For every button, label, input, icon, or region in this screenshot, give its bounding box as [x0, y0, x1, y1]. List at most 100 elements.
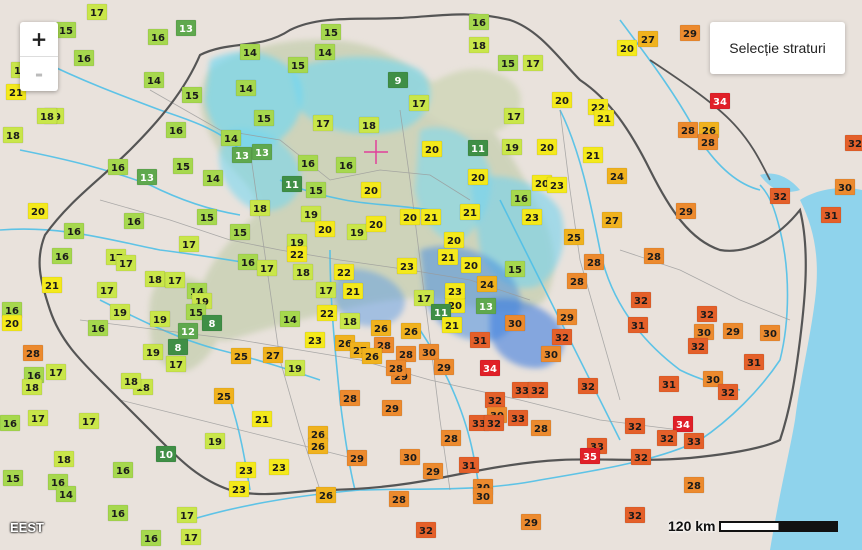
station-marker[interactable]: 23: [396, 257, 418, 275]
station-marker[interactable]: 27: [637, 30, 659, 48]
station-marker[interactable]: 21: [459, 203, 481, 221]
station-marker[interactable]: 32: [624, 506, 646, 524]
station-marker[interactable]: 18: [249, 199, 271, 217]
station-marker[interactable]: 14: [202, 169, 224, 187]
station-marker[interactable]: 27: [601, 211, 623, 229]
station-marker[interactable]: 17: [312, 114, 334, 132]
station-marker[interactable]: 28: [388, 490, 410, 508]
station-marker[interactable]: 21: [437, 248, 459, 266]
station-marker[interactable]: 25: [213, 387, 235, 405]
station-marker[interactable]: 16: [87, 319, 109, 337]
station-marker[interactable]: 28: [683, 476, 705, 494]
station-marker[interactable]: 21: [582, 146, 604, 164]
station-marker[interactable]: 13: [475, 297, 497, 315]
station-marker[interactable]: 18: [36, 107, 58, 125]
station-marker[interactable]: 16: [107, 504, 129, 522]
station-marker[interactable]: 22: [316, 304, 338, 322]
station-marker[interactable]: 32: [630, 448, 652, 466]
station-marker[interactable]: 13: [251, 143, 273, 161]
station-marker[interactable]: 34: [709, 92, 731, 110]
station-marker[interactable]: 20: [460, 256, 482, 274]
station-marker[interactable]: 16: [165, 121, 187, 139]
station-marker[interactable]: 9: [387, 71, 409, 89]
station-marker[interactable]: 18: [468, 36, 490, 54]
station-marker[interactable]: 16: [123, 212, 145, 230]
station-marker[interactable]: 15: [229, 223, 251, 241]
station-marker[interactable]: 14: [279, 310, 301, 328]
station-marker[interactable]: 15: [320, 23, 342, 41]
station-marker[interactable]: 20: [399, 208, 421, 226]
station-marker[interactable]: 16: [107, 158, 129, 176]
station-marker[interactable]: 32: [696, 305, 718, 323]
station-marker[interactable]: 32: [551, 328, 573, 346]
station-marker[interactable]: 11: [430, 303, 452, 321]
station-marker[interactable]: 32: [630, 291, 652, 309]
station-marker[interactable]: 33: [683, 432, 705, 450]
station-marker[interactable]: 15: [287, 56, 309, 74]
station-marker[interactable]: 19: [300, 205, 322, 223]
station-marker[interactable]: 32: [687, 337, 709, 355]
station-marker[interactable]: 18: [339, 312, 361, 330]
station-marker[interactable]: 17: [315, 281, 337, 299]
station-marker[interactable]: 19: [284, 359, 306, 377]
station-marker[interactable]: 25: [563, 228, 585, 246]
station-marker[interactable]: 30: [399, 448, 421, 466]
station-marker[interactable]: 23: [228, 480, 250, 498]
station-marker[interactable]: 21: [251, 410, 273, 428]
station-marker[interactable]: 20: [536, 138, 558, 156]
station-marker[interactable]: 13: [231, 146, 253, 164]
station-marker[interactable]: 23: [268, 458, 290, 476]
station-marker[interactable]: 20: [365, 215, 387, 233]
station-marker[interactable]: 25: [230, 347, 252, 365]
station-marker[interactable]: 16: [237, 253, 259, 271]
station-marker[interactable]: 15: [172, 157, 194, 175]
station-marker[interactable]: 16: [51, 247, 73, 265]
station-marker[interactable]: 15: [2, 469, 24, 487]
station-marker[interactable]: 28: [697, 133, 719, 151]
station-marker[interactable]: 18: [358, 116, 380, 134]
station-marker[interactable]: 24: [606, 167, 628, 185]
station-marker[interactable]: 16: [112, 461, 134, 479]
station-marker[interactable]: 15: [55, 21, 77, 39]
station-marker[interactable]: 28: [440, 429, 462, 447]
station-marker[interactable]: 17: [27, 409, 49, 427]
station-marker[interactable]: 32: [527, 381, 549, 399]
station-marker[interactable]: 12: [177, 322, 199, 340]
station-marker[interactable]: 17: [96, 281, 118, 299]
station-marker[interactable]: 14: [55, 485, 77, 503]
station-marker[interactable]: 29: [556, 308, 578, 326]
station-marker[interactable]: 32: [483, 414, 505, 432]
station-marker[interactable]: 17: [178, 235, 200, 253]
station-marker[interactable]: 27: [262, 346, 284, 364]
zoom-in-button[interactable]: +: [20, 22, 58, 57]
station-marker[interactable]: 28: [22, 344, 44, 362]
station-marker[interactable]: 31: [820, 206, 842, 224]
station-marker[interactable]: 32: [624, 417, 646, 435]
station-marker[interactable]: 17: [180, 528, 202, 546]
station-marker[interactable]: 35: [579, 447, 601, 465]
station-marker[interactable]: 26: [307, 437, 329, 455]
station-marker[interactable]: 31: [469, 331, 491, 349]
station-marker[interactable]: 21: [420, 208, 442, 226]
station-marker[interactable]: 28: [530, 419, 552, 437]
station-marker[interactable]: 30: [472, 487, 494, 505]
station-marker[interactable]: 14: [220, 129, 242, 147]
station-marker[interactable]: 32: [656, 429, 678, 447]
station-marker[interactable]: 19: [142, 343, 164, 361]
station-marker[interactable]: 19: [204, 432, 226, 450]
station-marker[interactable]: 17: [176, 506, 198, 524]
station-marker[interactable]: 18: [120, 372, 142, 390]
station-marker[interactable]: 20: [443, 231, 465, 249]
station-marker[interactable]: 14: [239, 43, 261, 61]
station-marker[interactable]: 29: [433, 358, 455, 376]
station-marker[interactable]: 14: [314, 43, 336, 61]
station-marker[interactable]: 10: [155, 445, 177, 463]
station-marker[interactable]: 28: [566, 272, 588, 290]
station-marker[interactable]: 22: [286, 245, 308, 263]
station-marker[interactable]: 20: [314, 220, 336, 238]
station-marker[interactable]: 20: [551, 91, 573, 109]
station-marker[interactable]: 15: [181, 86, 203, 104]
station-marker[interactable]: 16: [510, 189, 532, 207]
station-marker[interactable]: 21: [441, 316, 463, 334]
station-marker[interactable]: 18: [292, 263, 314, 281]
